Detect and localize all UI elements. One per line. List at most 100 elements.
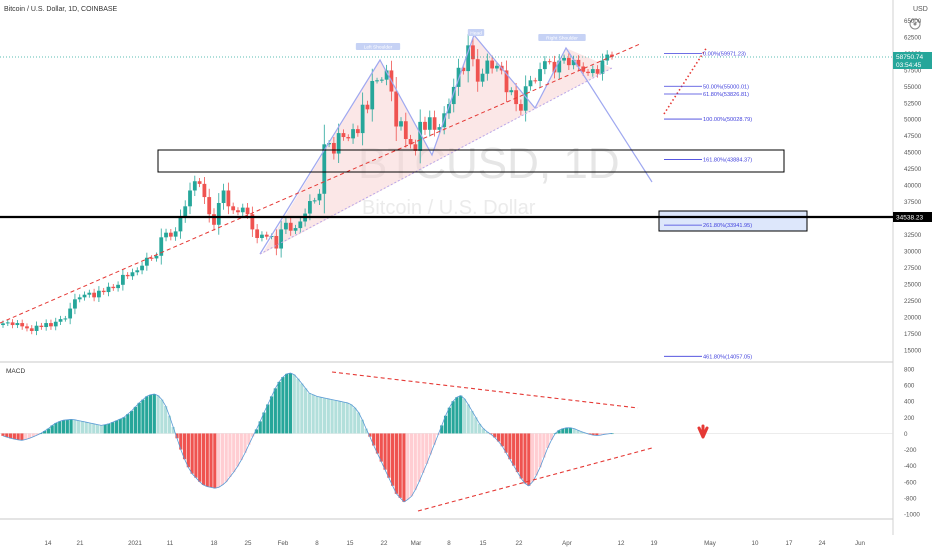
macd-bar [148, 394, 153, 434]
macd-bar [186, 433, 190, 468]
macd-bar [31, 433, 35, 437]
macd-bar [353, 407, 357, 434]
price-tick-label: 62500 [904, 34, 922, 41]
candle-body [331, 142, 336, 154]
macd-bar [213, 433, 217, 489]
macd-bar [425, 433, 429, 465]
candle-body [140, 265, 144, 271]
macd-bar [54, 422, 58, 434]
macd-bar [20, 433, 24, 441]
candle-body [518, 104, 523, 111]
macd-bar [58, 421, 62, 434]
macd-bar [466, 404, 470, 434]
macd-bar [455, 397, 459, 434]
macd-bar [141, 399, 145, 434]
candle-body [327, 142, 331, 145]
candle-body [451, 86, 456, 105]
macd-bar [262, 412, 266, 434]
time-tick-label: Feb [278, 540, 289, 547]
time-tick-label: May [704, 540, 717, 547]
macd-bar [1, 433, 5, 436]
macd-bar [80, 421, 85, 434]
candle-body [293, 228, 298, 231]
macd-bar [360, 419, 364, 434]
candle-body [485, 60, 490, 74]
macd-bar [156, 395, 160, 434]
macd-bar [35, 433, 39, 436]
chart-title: Bitcoin / U.S. Dollar, 1D, COINBASE [4, 6, 118, 13]
time-tick-label: 19 [651, 540, 658, 547]
candle-body [87, 292, 92, 295]
candle-body [351, 129, 355, 139]
price-tick-label: 15000 [904, 348, 922, 355]
macd-bar [243, 433, 247, 453]
countdown: 03:54:45 [896, 62, 922, 69]
candle-body [226, 190, 231, 207]
macd-bar [470, 410, 474, 434]
macd-signal-line [2, 372, 613, 503]
macd-tick-label: 0 [904, 431, 908, 438]
macd-bar [326, 398, 330, 434]
price-tick-label: 25000 [904, 282, 922, 289]
candle-body [73, 299, 77, 309]
drawings-over [0, 33, 893, 324]
candle-body [475, 59, 480, 82]
macd-bar [576, 430, 580, 434]
pattern-fill [262, 35, 612, 254]
time-tick-label: Mar [411, 540, 422, 547]
price-tick-label: 22500 [904, 298, 922, 305]
macd-bar [330, 399, 334, 434]
candle-body [437, 127, 442, 130]
macd-bar [266, 404, 270, 434]
macd-bar [12, 433, 16, 440]
macd-bar [474, 417, 478, 434]
macd-bar [572, 428, 576, 434]
macd-tick-label: -200 [904, 447, 917, 454]
candle-body [231, 206, 236, 211]
macd-bar [496, 433, 501, 442]
candle-body [523, 86, 528, 111]
currency-label: USD [913, 6, 928, 13]
fib-label: 50.00%(55000.01) [703, 84, 749, 90]
macd-bar [16, 433, 20, 440]
arrow-down-icon [697, 424, 709, 439]
macd-bar [538, 433, 542, 468]
macd-bar [160, 399, 164, 434]
macd-bar [451, 401, 455, 434]
candle-body [312, 200, 317, 202]
macd-bar [322, 398, 327, 434]
macd-bar [46, 428, 50, 434]
macd-bar [409, 433, 414, 497]
level-price: 34538.23 [896, 215, 923, 222]
candle-body [164, 232, 168, 238]
candle-body [39, 325, 44, 328]
macd-bar [587, 433, 591, 435]
candle-body [154, 255, 159, 259]
candle-body [274, 235, 279, 249]
pattern-label: Right Shoulder [546, 36, 578, 42]
macd-bar [478, 423, 482, 434]
price-tick-label: 30000 [904, 249, 922, 256]
candle-body [236, 210, 240, 213]
macd-bar [542, 433, 546, 458]
settings-icon[interactable] [909, 18, 921, 30]
last-price: 58750.74 [896, 54, 923, 61]
time-tick-label: 15 [347, 540, 354, 547]
level-price-marker: 34538.23 [893, 212, 932, 222]
price-tick-label: 37500 [904, 199, 922, 206]
price-tick-label: 45000 [904, 150, 922, 157]
candle-body [533, 80, 538, 82]
macd-bar [345, 402, 349, 434]
macd-bar [398, 433, 402, 498]
candle-body [576, 59, 581, 67]
macd-bar [508, 433, 512, 460]
fib-levels[interactable]: 0.00%(59971.23) 50.00%(55000.01) 61.80%(53… [664, 51, 752, 360]
candle-body [375, 80, 379, 82]
candle-body [418, 121, 423, 151]
macd-bar [372, 433, 376, 446]
macd-bar [247, 433, 251, 445]
time-axis[interactable]: 14 21 2021 11 18 25 Feb 8 15 22 Mar 8 15 22 Apr 12 19 May… [45, 540, 866, 547]
candle-body [245, 207, 250, 215]
time-tick-label: 22 [381, 540, 388, 547]
time-tick-label: 8 [315, 540, 319, 547]
